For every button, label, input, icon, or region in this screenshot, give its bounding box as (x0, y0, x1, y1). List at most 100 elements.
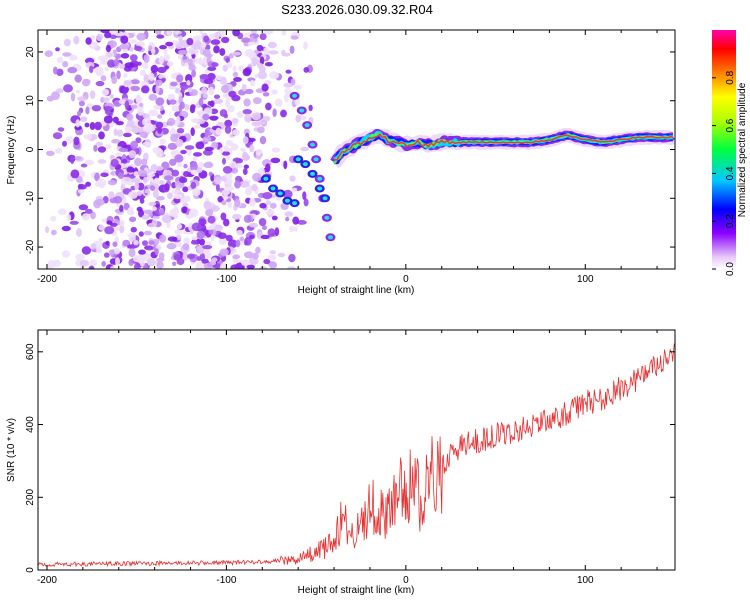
heatmap-noise-cell (94, 121, 102, 131)
heatmap-noise-cell (122, 158, 128, 164)
heatmap-noise-cell (271, 89, 278, 95)
heatmap-noise-cell (170, 81, 178, 87)
heatmap-noise-cell (104, 52, 115, 58)
heatmap-noise-cell (116, 70, 121, 80)
heatmap-noise-cell (283, 93, 289, 103)
heatmap-noise-cell (141, 214, 150, 220)
heatmap-noise-cell (183, 163, 188, 169)
heatmap-noise-cell (176, 74, 184, 83)
heatmap-noise-cell (280, 109, 287, 118)
heatmap-noise-cell (198, 218, 207, 226)
heatmap-noise-cell (262, 115, 271, 122)
heatmap-noise-cell (51, 229, 57, 236)
heatmap-noise-cell (220, 212, 227, 221)
heatmap-noise-cell (102, 97, 110, 102)
heatmap-noise-cell (142, 141, 151, 147)
heatmap-noise-cell (81, 246, 92, 255)
heatmap-noise-cell (197, 246, 204, 255)
heatmap-arc-core (327, 235, 333, 240)
heatmap-noise-cell (215, 74, 222, 81)
heatmap-noise-cell (182, 186, 189, 193)
heatmap-arc-core (304, 123, 310, 128)
heatmap-noise-cell (169, 158, 177, 166)
heatmap-noise-cell (174, 241, 183, 247)
heatmap-noise-cell (129, 54, 138, 62)
heatmap-noise-cell (284, 211, 294, 217)
snr-x-tick-label: -200 (37, 575, 57, 586)
heatmap-noise-cell (155, 148, 164, 158)
heatmap-noise-cell (208, 115, 219, 121)
snr-line (38, 343, 675, 568)
heatmap-noise-cell (94, 181, 103, 187)
heatmap-noise-cell (50, 215, 57, 222)
heatmap-noise-cell (211, 205, 220, 212)
heatmap-noise-cell (67, 66, 78, 74)
heatmap-noise-cell (137, 108, 145, 116)
colorbar-tick-label: 0.0 (725, 262, 736, 276)
heatmap-noise-cell (158, 252, 165, 260)
heatmap-noise-cell (236, 111, 244, 118)
heatmap-arc-core (302, 162, 308, 167)
heatmap-noise-cell (248, 222, 259, 228)
colorbar-tick-label: 0.6 (725, 118, 736, 132)
heatmap-noise-cell (207, 215, 216, 224)
heatmap-noise-cell (70, 155, 75, 165)
heatmap-noise-cell (221, 84, 229, 94)
spectrogram-y-tick-label: 10 (25, 95, 36, 107)
heatmap-noise-cell (136, 32, 146, 41)
heatmap-noise-cell (114, 236, 119, 243)
heatmap-noise-cell (90, 211, 96, 220)
snr-y-tick-label: 600 (25, 343, 36, 360)
heatmap-noise-cell (75, 228, 82, 237)
heatmap-noise-cell (198, 57, 203, 66)
heatmap-noise-cell (143, 176, 148, 184)
heatmap-noise-cell (213, 98, 224, 105)
heatmap-noise-cell (215, 183, 220, 192)
heatmap-noise-cell (271, 147, 281, 153)
heatmap-noise-cell (79, 116, 88, 122)
heatmap-noise-cell (203, 107, 213, 116)
heatmap-noise-cell (196, 110, 205, 116)
heatmap-noise-cell (230, 167, 239, 174)
heatmap-noise-cell (226, 61, 233, 69)
heatmap-noise-cell (80, 163, 88, 168)
heatmap-noise-cell (119, 219, 125, 227)
heatmap-noise-cell (53, 66, 58, 75)
heatmap-noise-cell (184, 145, 195, 150)
heatmap-noise-cell (73, 136, 80, 146)
heatmap-noise-cell (127, 191, 138, 199)
heatmap-noise-cell (209, 33, 214, 40)
heatmap-noise-cell (130, 178, 141, 183)
heatmap-noise-cell (190, 169, 198, 176)
heatmap-noise-cell (212, 32, 220, 41)
heatmap-noise-cell (117, 129, 123, 137)
heatmap-noise-cell (208, 171, 213, 177)
heatmap-noise-cell (183, 171, 190, 177)
heatmap-noise-cell (203, 262, 213, 269)
heatmap-noise-cell (108, 191, 115, 199)
heatmap-noise-cell (233, 77, 242, 82)
heatmap-noise-cell (202, 245, 213, 250)
heatmap-noise-cell (215, 127, 222, 136)
heatmap-noise-cell (157, 127, 163, 134)
heatmap-noise-cell (244, 251, 254, 259)
heatmap-noise-cell (295, 114, 302, 123)
heatmap-noise-cell (78, 189, 85, 194)
snr-y-label: SNR (10 * v/v) (6, 418, 17, 482)
heatmap-noise-cell (84, 159, 94, 166)
heatmap-noise-cell (261, 83, 269, 92)
heatmap-noise-cell (95, 141, 103, 147)
heatmap-noise-cell (130, 79, 140, 85)
heatmap-noise-cell (198, 97, 204, 107)
heatmap-noise-cell (219, 109, 228, 117)
heatmap-noise-cell (73, 35, 80, 45)
spectrogram-heatmap (44, 30, 675, 269)
heatmap-noise-cell (271, 215, 278, 221)
heatmap-noise-cell (219, 48, 226, 56)
heatmap-noise-cell (202, 48, 211, 57)
heatmap-noise-cell (167, 192, 173, 200)
heatmap-noise-cell (203, 35, 210, 43)
heatmap-noise-cell (147, 222, 158, 228)
heatmap-noise-cell (192, 188, 201, 197)
heatmap-noise-cell (101, 260, 106, 267)
